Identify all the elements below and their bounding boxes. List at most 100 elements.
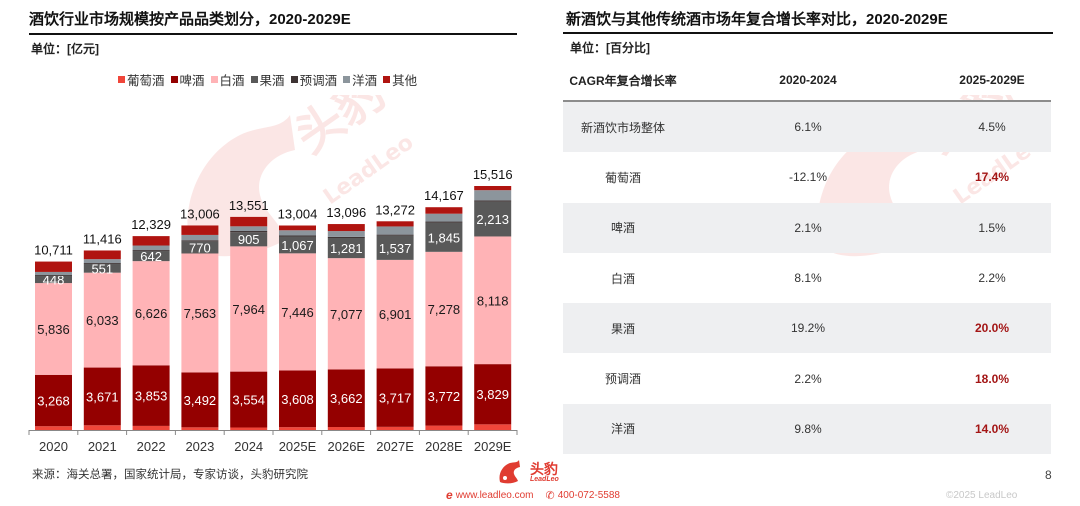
bar-segment-other bbox=[327, 224, 365, 232]
cagr-2020-2024: 2.1% bbox=[794, 220, 822, 235]
cagr-2025-2029e: 17.4% bbox=[974, 170, 1010, 185]
bar-segment-other bbox=[181, 225, 219, 235]
bar-segment-fruit bbox=[474, 201, 512, 237]
data-label-beer: 3,772 bbox=[428, 389, 461, 404]
website-link[interactable]: www.leadleo.com bbox=[455, 489, 534, 501]
x-tick-label: 2027E bbox=[376, 439, 414, 454]
page-number: 8 bbox=[1045, 468, 1052, 482]
legend-label-baijiu: 白酒 bbox=[219, 74, 245, 88]
bar-segment-wine bbox=[230, 427, 268, 430]
data-label-baijiu: 7,446 bbox=[281, 305, 314, 320]
data-label-beer: 3,717 bbox=[379, 391, 412, 406]
bar-segment-wine bbox=[425, 425, 463, 430]
left-title-divider bbox=[29, 33, 517, 35]
bar-segment-beer bbox=[83, 367, 121, 426]
header-2020-2024: 2020-2024 bbox=[779, 73, 837, 87]
bar-segment-other bbox=[425, 207, 463, 214]
table-row: 洋酒 9.8% 14.0% bbox=[563, 403, 1051, 455]
bar-segment-wine bbox=[376, 426, 414, 430]
data-label-beer: 3,671 bbox=[86, 389, 119, 404]
x-tick-label: 2022 bbox=[137, 439, 166, 454]
cagr-2025-2029e: 2.2% bbox=[978, 271, 1006, 286]
right-table-title: 新酒饮与其他传统酒市场年复合增长率对比，2020-2029E bbox=[566, 11, 948, 28]
bar-segment-beer bbox=[230, 371, 268, 428]
bar-segment-fruit bbox=[279, 236, 316, 254]
bar-segment-premix bbox=[474, 200, 512, 202]
row-category: 白酒 bbox=[610, 271, 635, 286]
cagr-2025-2029e: 20.0% bbox=[974, 321, 1010, 336]
bar-segment-premix bbox=[376, 234, 414, 236]
row-category: 啤酒 bbox=[610, 221, 635, 236]
bar-segment-other bbox=[35, 261, 72, 272]
bar-segment-spirits bbox=[230, 226, 268, 232]
legend-swatch-wine bbox=[118, 76, 125, 83]
bar-segment-beer bbox=[279, 370, 316, 428]
data-label-baijiu: 6,626 bbox=[135, 306, 168, 321]
bar-segment-beer bbox=[35, 374, 72, 427]
cagr-2020-2024: -12.1% bbox=[788, 170, 828, 185]
data-label-baijiu: 6,033 bbox=[86, 313, 119, 328]
bar-segment-other bbox=[230, 216, 268, 227]
bar-segment-spirits bbox=[181, 234, 219, 241]
row-category: 果酒 bbox=[610, 321, 635, 336]
legend-swatch-beer bbox=[170, 76, 178, 83]
legend-item-premix: 预调酒 bbox=[290, 70, 337, 89]
stacked-bar-chart: 3,268 5,836 448 10,711 2020 3,671 6,033 551 11,4… bbox=[28, 167, 518, 454]
cagr-2025-2029e: 1.5% bbox=[978, 220, 1006, 235]
bar-segment-fruit bbox=[230, 232, 268, 247]
footer-contact: e www.leadleo.com ✆ 400-072-5588 bbox=[446, 488, 620, 502]
source-note: 来源：海关总署，国家统计局，专家访谈，头豹研究院 bbox=[32, 469, 308, 481]
data-label-beer: 3,829 bbox=[476, 387, 509, 402]
data-label-fruit: 642 bbox=[140, 249, 162, 264]
data-label-baijiu: 7,278 bbox=[428, 302, 461, 317]
right-title-divider bbox=[563, 32, 1053, 34]
bar-segment-premix bbox=[279, 235, 316, 237]
bar-segment-fruit bbox=[327, 237, 365, 259]
table-body: 新酒饮市场整体 6.1% 4.5% 葡萄酒 -12.1% 17.4% 啤酒 2.1% 1.5% 白… bbox=[563, 102, 1051, 455]
data-label-beer: 3,608 bbox=[281, 392, 314, 407]
bar-segment-wine bbox=[279, 427, 316, 430]
leopard-head-icon bbox=[499, 460, 520, 484]
bar-segment-other bbox=[279, 225, 316, 231]
x-tick-label: 2028E bbox=[425, 439, 463, 454]
bar-segment-beer bbox=[327, 369, 365, 428]
cagr-2020-2024: 19.2% bbox=[790, 321, 826, 336]
bar-segment-fruit bbox=[83, 264, 121, 273]
data-label-fruit: 1,845 bbox=[428, 230, 461, 245]
data-label-beer: 3,853 bbox=[135, 389, 168, 404]
bar-segment-premix bbox=[230, 231, 268, 233]
cagr-2025-2029e: 4.5% bbox=[978, 120, 1006, 135]
bar-segment-baijiu bbox=[181, 253, 219, 373]
data-label-fruit: 770 bbox=[189, 240, 211, 255]
cagr-2020-2024: 8.1% bbox=[794, 271, 822, 286]
bar-segment-baijiu bbox=[35, 283, 72, 375]
row-category: 新酒饮市场整体 bbox=[580, 120, 665, 135]
data-label-beer: 3,554 bbox=[232, 393, 265, 408]
bar-segment-fruit bbox=[35, 276, 72, 284]
bar-segment-premix bbox=[83, 263, 121, 265]
bar-segment-other bbox=[132, 236, 170, 246]
bar-segment-baijiu bbox=[83, 272, 121, 368]
footer-brand: 头豹 LeadLeo bbox=[498, 460, 559, 484]
bar-segment-baijiu bbox=[132, 261, 170, 366]
bar-segment-baijiu bbox=[425, 251, 463, 367]
table-row: 葡萄酒 -12.1% 17.4% bbox=[563, 152, 1051, 202]
cagr-2020-2024: 6.1% bbox=[794, 120, 822, 135]
x-tick-label: 2021 bbox=[88, 439, 117, 454]
total-label: 12,329 bbox=[131, 217, 171, 232]
legend-item-spirits: 洋酒 bbox=[343, 70, 377, 89]
table-header: CAGR年复合增长率 2020-2024 2025-2029E bbox=[563, 60, 1051, 102]
bar-segment-fruit bbox=[181, 241, 219, 254]
table-row: 预调酒 2.2% 18.0% bbox=[563, 353, 1051, 403]
bar-segment-baijiu bbox=[474, 236, 512, 365]
legend-swatch-baijiu bbox=[210, 76, 218, 83]
legend-swatch-fruit bbox=[250, 76, 258, 83]
bar-segment-premix bbox=[181, 240, 219, 242]
bar-segment-beer bbox=[132, 365, 170, 426]
phone-number: 400-072-5588 bbox=[557, 489, 620, 501]
cagr-2025-2029e: 14.0% bbox=[974, 421, 1010, 436]
total-label: 13,551 bbox=[229, 198, 269, 213]
bar-segment-premix bbox=[425, 221, 463, 223]
bar-segment-wine bbox=[35, 426, 72, 430]
bar-segment-other bbox=[376, 221, 414, 227]
